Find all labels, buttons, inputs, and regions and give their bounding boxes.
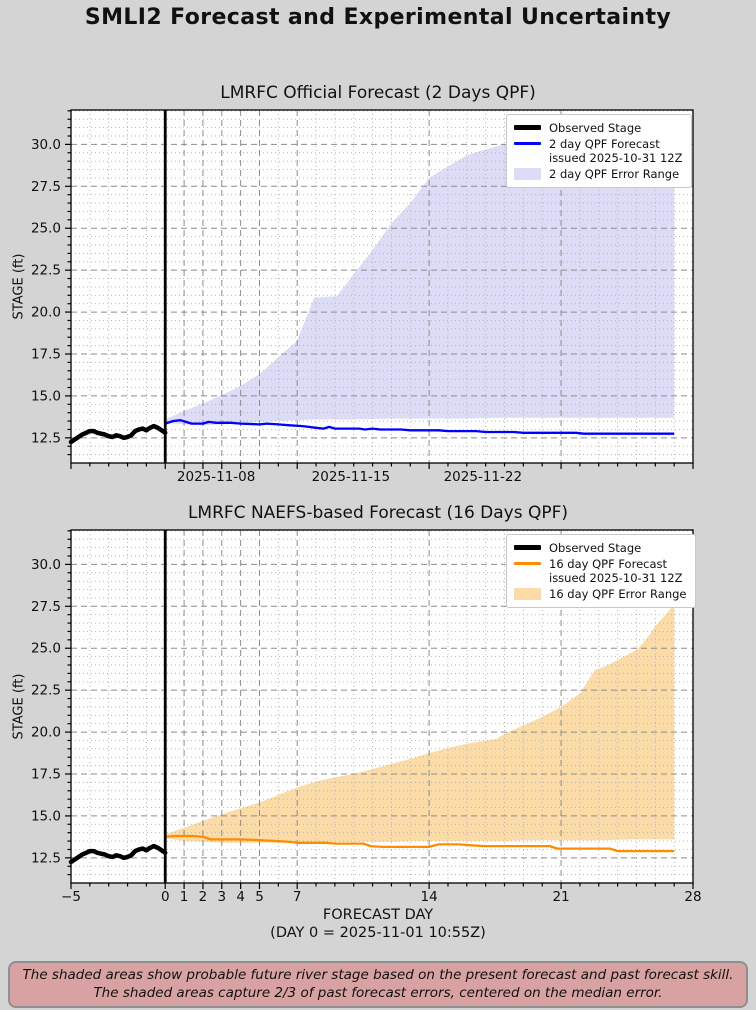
svg-text:17.5: 17.5 — [31, 346, 61, 362]
legend-official: Observed Stage 2 day QPF Forecast issued 2… — [506, 114, 692, 189]
disclaimer-line-1: The shaded areas show probable future ri… — [22, 967, 734, 983]
gridlines — [71, 110, 693, 463]
svg-text:1: 1 — [180, 889, 189, 905]
svg-text:−5: −5 — [61, 889, 81, 905]
legend-item: 16 day QPF Forecast issued 2025-10-31 12Z — [514, 557, 687, 585]
error-range-swatch — [514, 588, 541, 601]
axis-ticks — [65, 110, 694, 469]
legend-label: Observed Stage — [549, 541, 642, 555]
naefs-chart-title: LMRFC NAEFS-based Forecast (16 Days QPF) — [187, 503, 569, 523]
legend-naefs: Observed Stage 16 day QPF Forecast issued … — [506, 534, 696, 609]
page-title: SMLI2 Forecast and Experimental Uncertai… — [84, 5, 672, 30]
observed-swatch — [514, 125, 541, 130]
svg-text:0: 0 — [161, 889, 170, 905]
svg-text:4: 4 — [236, 889, 245, 905]
svg-text:30.0: 30.0 — [31, 137, 61, 153]
svg-text:7: 7 — [293, 889, 302, 905]
svg-text:27.5: 27.5 — [31, 179, 61, 195]
svg-text:22.5: 22.5 — [31, 263, 61, 279]
official-chart-title: LMRFC Official Forecast (2 Days QPF) — [220, 83, 536, 103]
svg-text:28: 28 — [684, 889, 701, 905]
svg-text:30.0: 30.0 — [31, 557, 61, 573]
disclaimer-line-2: The shaded areas capture 2/3 of past for… — [93, 985, 663, 1002]
svg-text:15.0: 15.0 — [31, 808, 61, 824]
svg-text:3: 3 — [217, 889, 226, 905]
observed-line — [68, 843, 168, 865]
forecast-swatch — [514, 142, 541, 146]
legend-item: 16 day QPF Error Range — [514, 587, 687, 601]
svg-text:2025-11-22: 2025-11-22 — [444, 469, 522, 485]
legend-label: 2 day QPF Error Range — [549, 167, 680, 182]
legend-item: Observed Stage — [514, 121, 683, 135]
forecast-line — [164, 419, 675, 435]
svg-text:20.0: 20.0 — [31, 305, 61, 321]
x-tick-labels: 2025-11-08 2025-11-15 2025-11-22 — [177, 469, 522, 485]
error-range-band — [165, 125, 675, 426]
svg-text:25.0: 25.0 — [31, 641, 61, 657]
svg-text:14: 14 — [421, 889, 438, 905]
svg-text:2: 2 — [199, 889, 208, 905]
error-range-band — [165, 604, 675, 843]
legend-label: 2 day QPF Forecast issued 2025-10-31 12Z — [549, 137, 683, 166]
forecast-day-axis-label: FORECAST DAY — [322, 907, 434, 923]
legend-label: 16 day QPF Forecast issued 2025-10-31 12Z — [549, 557, 683, 586]
legend-label: Observed Stage — [549, 121, 642, 135]
svg-text:22.5: 22.5 — [31, 683, 61, 699]
forecast-line — [165, 834, 675, 853]
y-tick-labels: 12.5 15.0 17.5 20.0 22.5 25.0 27.5 30.0 — [31, 557, 61, 866]
axis-ticks — [65, 530, 694, 889]
svg-text:27.5: 27.5 — [31, 599, 61, 615]
day-zero-definition: (DAY 0 = 2025-11-01 10:55Z) — [270, 925, 486, 941]
svg-text:5: 5 — [255, 889, 264, 905]
svg-text:2025-11-08: 2025-11-08 — [177, 469, 255, 485]
y-tick-labels: 12.5 15.0 17.5 20.0 22.5 25.0 27.5 30.0 — [31, 137, 61, 446]
svg-text:15.0: 15.0 — [31, 388, 61, 404]
svg-text:20.0: 20.0 — [31, 725, 61, 741]
svg-text:17.5: 17.5 — [31, 766, 61, 782]
svg-text:12.5: 12.5 — [31, 430, 61, 446]
x-tick-labels: −5 0 1 2 3 4 5 7 14 21 28 — [61, 889, 702, 905]
svg-text:25.0: 25.0 — [31, 221, 61, 237]
error-range-swatch — [514, 168, 541, 181]
observed-swatch — [514, 545, 541, 550]
legend-item: Observed Stage — [514, 541, 687, 555]
legend-item: 2 day QPF Forecast issued 2025-10-31 12Z — [514, 137, 683, 165]
forecast-swatch — [514, 562, 541, 566]
legend-label: 16 day QPF Error Range — [549, 587, 687, 602]
svg-text:21: 21 — [552, 889, 569, 905]
legend-item: 2 day QPF Error Range — [514, 167, 683, 181]
stage-axis-label-bottom: STAGE (ft) — [11, 673, 27, 740]
observed-line — [68, 423, 168, 445]
disclaimer-note: The shaded areas show probable future ri… — [8, 961, 748, 1009]
stage-axis-label-top: STAGE (ft) — [11, 253, 27, 320]
svg-text:2025-11-15: 2025-11-15 — [312, 469, 390, 485]
svg-text:12.5: 12.5 — [31, 850, 61, 866]
